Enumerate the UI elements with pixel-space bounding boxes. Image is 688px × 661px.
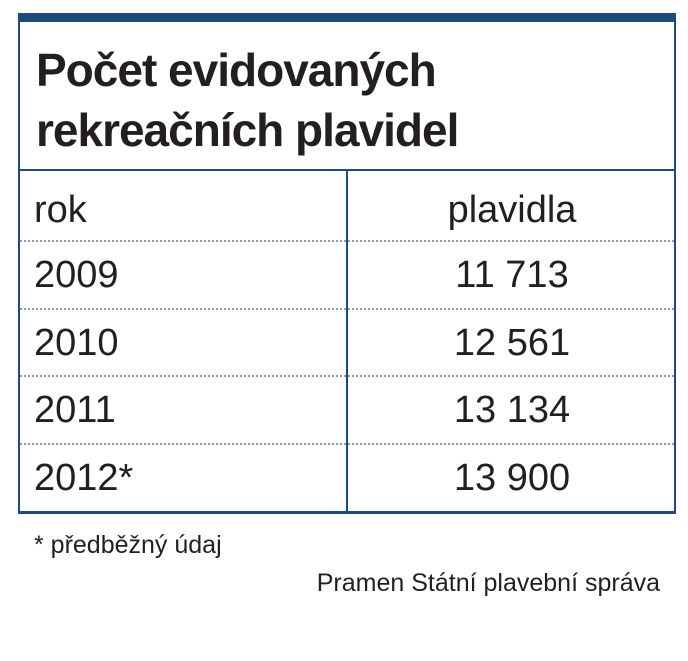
column-divider bbox=[346, 171, 348, 512]
count-cell: 13 134 bbox=[453, 389, 571, 431]
year-cell: 2011 bbox=[34, 389, 116, 431]
top-border bbox=[18, 13, 676, 22]
count-cell: 12 561 bbox=[453, 321, 571, 364]
column-header: rok bbox=[34, 189, 87, 231]
header-rule bbox=[18, 169, 676, 171]
title-line: Počet evidovaných bbox=[36, 44, 437, 96]
year-cell: 2010 bbox=[34, 321, 119, 364]
year-cell: 2009 bbox=[34, 254, 119, 296]
row-separator bbox=[20, 375, 674, 377]
row-separator bbox=[20, 307, 674, 310]
count-cell: 13 900 bbox=[453, 456, 571, 499]
count-cell: 11 713 bbox=[455, 254, 569, 296]
right-border bbox=[674, 22, 676, 514]
left-border bbox=[18, 22, 20, 514]
footnote: * předběžný údaj bbox=[34, 531, 222, 559]
year-cell: 2012* bbox=[34, 456, 134, 499]
column-header: plavidla bbox=[447, 189, 577, 231]
bottom-rule bbox=[18, 511, 676, 514]
row-separator bbox=[20, 240, 674, 242]
row-separator bbox=[20, 442, 674, 445]
title-line: rekreačních plavidel bbox=[36, 104, 459, 156]
source: Pramen Státní plavební správa bbox=[316, 569, 660, 597]
